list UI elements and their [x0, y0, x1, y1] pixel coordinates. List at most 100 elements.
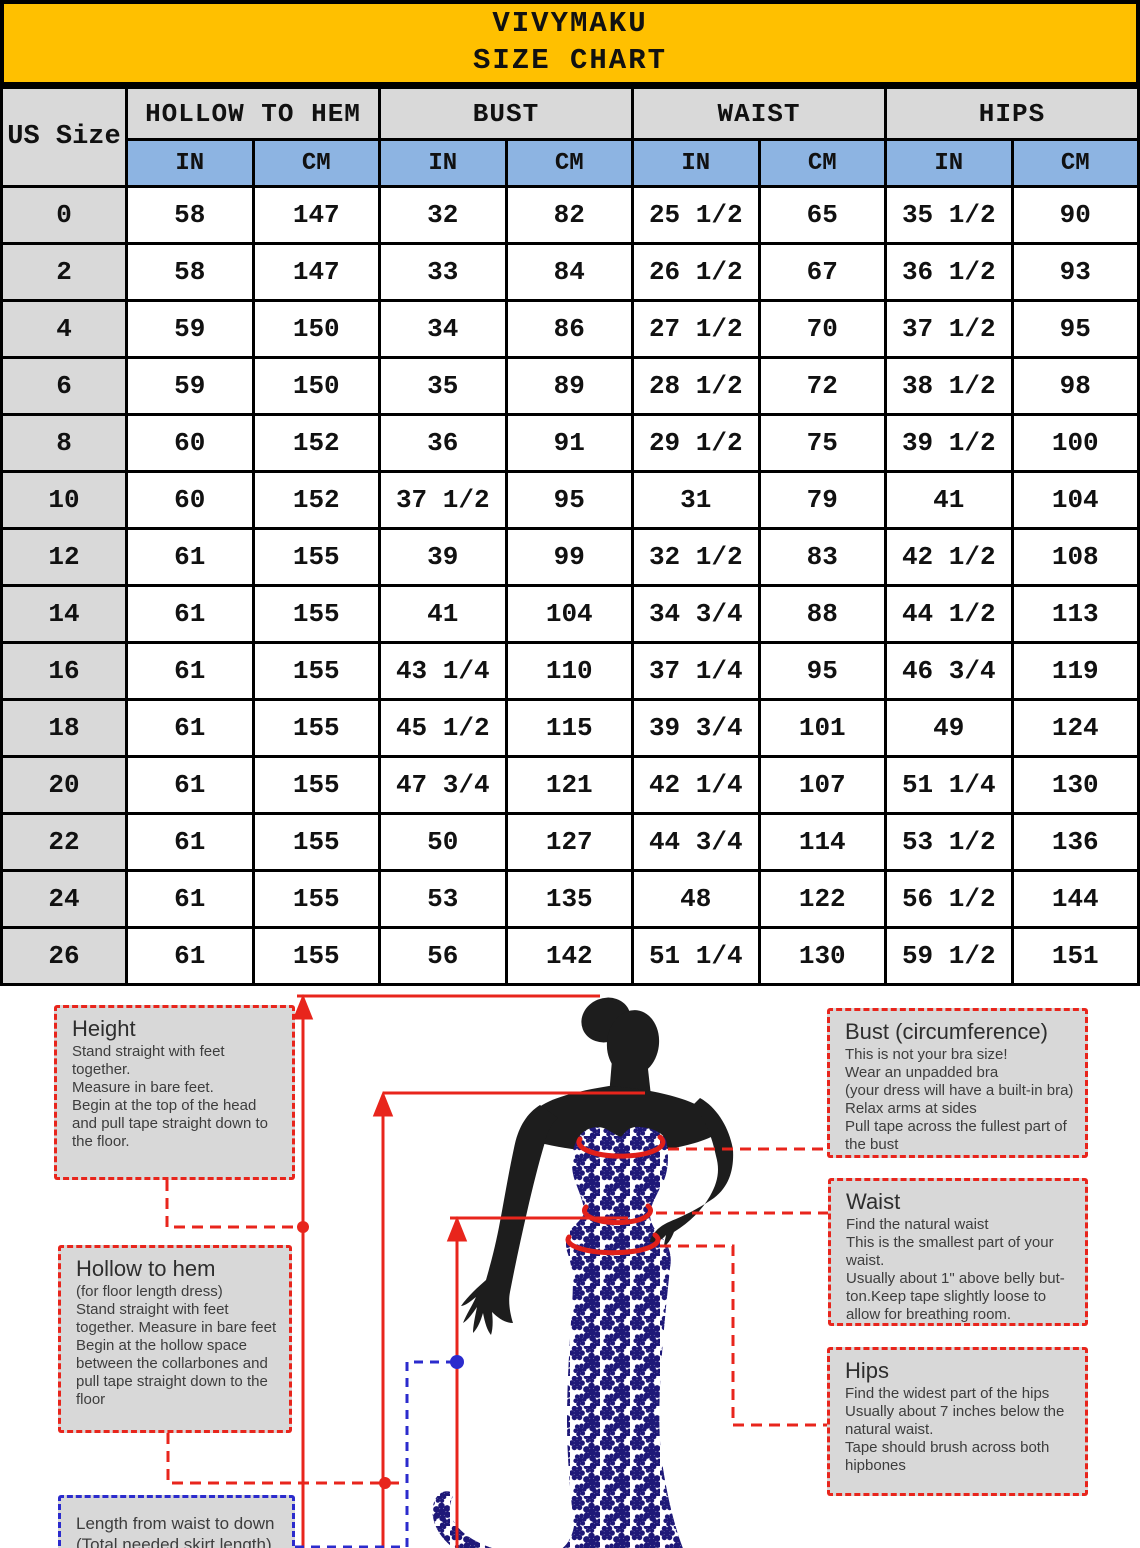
shoulders-chest	[521, 1086, 713, 1153]
table-row: 22 61 155 50 127 44 3/4 114 53 1/2 136	[0, 812, 1140, 872]
bust-tape-arc	[576, 1134, 666, 1159]
measurement-cell: 150	[251, 356, 381, 416]
us-size-cell: 22	[0, 812, 128, 872]
right-arm	[650, 1098, 734, 1247]
tape-arcs	[565, 1134, 666, 1256]
measurement-cell: 152	[251, 413, 381, 473]
measurement-cell: 155	[251, 698, 381, 758]
measurement-cell: 155	[251, 869, 381, 929]
table-row: 6 59 150 35 89 28 1/2 72 38 1/2 98	[0, 356, 1140, 416]
measurement-cell: 36	[378, 413, 508, 473]
table-row: 24 61 155 53 135 48 122 56 1/2 144	[0, 869, 1140, 929]
measurement-cell: 59 1/2	[884, 926, 1014, 986]
measurement-cell: 28 1/2	[631, 356, 761, 416]
measurement-cell: 155	[251, 755, 381, 815]
measurement-cell: 130	[1010, 755, 1140, 815]
measurement-cell: 60	[125, 413, 255, 473]
red-dashed-connectors	[165, 1147, 828, 1485]
measurement-cell: 104	[1010, 470, 1140, 530]
arrow-up-icon	[292, 993, 314, 1020]
us-size-cell: 20	[0, 755, 128, 815]
height-box-connector	[165, 1180, 299, 1229]
arrow-up-icon	[446, 1215, 468, 1242]
measurement-cell: 61	[125, 527, 255, 587]
measurement-cell: 142	[504, 926, 634, 986]
table-row: 14 61 155 41 104 34 3/4 88 44 1/2 113	[0, 584, 1140, 644]
us-size-cell: 14	[0, 584, 128, 644]
box-title: Hollow to hem	[76, 1256, 216, 1281]
box-title: Bust (circumference)	[845, 1019, 1048, 1044]
waist-down-connector	[295, 1360, 452, 1548]
measurement-cell: 46 3/4	[884, 641, 1014, 701]
measurement-cell: 121	[504, 755, 634, 815]
us-size-cell: 18	[0, 698, 128, 758]
arrow-up-icon	[372, 1090, 394, 1117]
measurement-cell: 155	[251, 527, 381, 587]
measurement-cell: 51 1/4	[631, 926, 761, 986]
head	[606, 1010, 660, 1076]
us-size-cell: 6	[0, 356, 128, 416]
measurement-cell: 48	[631, 869, 761, 929]
hips-instruction-box: Hips Find the widest part of the hips Us…	[827, 1347, 1088, 1496]
us-size-cell: 8	[0, 413, 128, 473]
measurement-cell: 136	[1010, 812, 1140, 872]
bust-instruction-box: Bust (circumference) This is not your br…	[827, 1008, 1088, 1158]
measurement-lines	[292, 993, 645, 1548]
measurement-cell: 127	[504, 812, 634, 872]
measurement-cell: 41	[378, 584, 508, 644]
measurement-cell: 130	[757, 926, 887, 986]
table-row: 0 58 147 32 82 25 1/2 65 35 1/2 90	[0, 185, 1140, 245]
measurement-cell: 42 1/4	[631, 755, 761, 815]
col-header-hollow-to-hem: HOLLOW TO HEM	[125, 86, 381, 141]
measurement-cell: 37 1/2	[884, 299, 1014, 359]
measurement-cell: 98	[1010, 356, 1140, 416]
measurement-cell: 95	[1010, 299, 1140, 359]
measurement-cell: 43 1/4	[378, 641, 508, 701]
measurement-cell: 53 1/2	[884, 812, 1014, 872]
measurement-cell: 32 1/2	[631, 527, 761, 587]
measurement-cell: 34	[378, 299, 508, 359]
measurement-cell: 44 3/4	[631, 812, 761, 872]
measurement-cell: 90	[1010, 185, 1140, 245]
unit-in-header: IN	[884, 138, 1014, 188]
measurement-cell: 70	[757, 299, 887, 359]
unit-cm-header: CM	[1010, 138, 1140, 188]
measurement-cell: 58	[125, 242, 255, 302]
brand-title: VIVYMAKU	[492, 7, 648, 41]
measurement-cell: 113	[1010, 584, 1140, 644]
measurement-cell: 39	[378, 527, 508, 587]
box-body: This is not your bra size! Wear an unpad…	[845, 1046, 1074, 1154]
box-title: Hips	[845, 1358, 890, 1383]
box-title: Waist	[846, 1189, 901, 1214]
measurement-cell: 26 1/2	[631, 242, 761, 302]
unit-in-header: IN	[125, 138, 255, 188]
measurement-cell: 35	[378, 356, 508, 416]
measurement-cell: 47 3/4	[378, 755, 508, 815]
measurement-cell: 45 1/2	[378, 698, 508, 758]
table-row: 12 61 155 39 99 32 1/2 83 42 1/2 108	[0, 527, 1140, 587]
table-row: 16 61 155 43 1/4 110 37 1/4 95 46 3/4 119	[0, 641, 1140, 701]
measurement-cell: 104	[504, 584, 634, 644]
measurement-cell: 151	[1010, 926, 1140, 986]
measurement-cell: 44 1/2	[884, 584, 1014, 644]
measurement-cell: 110	[504, 641, 634, 701]
col-header-waist: WAIST	[631, 86, 887, 141]
measurement-cell: 39 3/4	[631, 698, 761, 758]
measurement-cell: 84	[504, 242, 634, 302]
table-row: 18 61 155 45 1/2 115 39 3/4 101 49 124	[0, 698, 1140, 758]
measurement-cell: 49	[884, 698, 1014, 758]
measurement-cell: 31	[631, 470, 761, 530]
measurement-cell: 35 1/2	[884, 185, 1014, 245]
measurement-cell: 61	[125, 641, 255, 701]
box-body: Length from waist to down (Total needed …	[76, 1513, 275, 1548]
hips-box-connector	[660, 1244, 827, 1427]
box-body: Stand straight with feet together. Measu…	[72, 1043, 268, 1151]
table-row: 2 58 147 33 84 26 1/2 67 36 1/2 93	[0, 242, 1140, 302]
measurement-cell: 108	[1010, 527, 1140, 587]
height-instruction-box: Height Stand straight with feet together…	[54, 1005, 295, 1180]
table-row: 4 59 150 34 86 27 1/2 70 37 1/2 95	[0, 299, 1140, 359]
measurement-cell: 27 1/2	[631, 299, 761, 359]
measurement-cell: 152	[251, 470, 381, 530]
measurement-cell: 144	[1010, 869, 1140, 929]
